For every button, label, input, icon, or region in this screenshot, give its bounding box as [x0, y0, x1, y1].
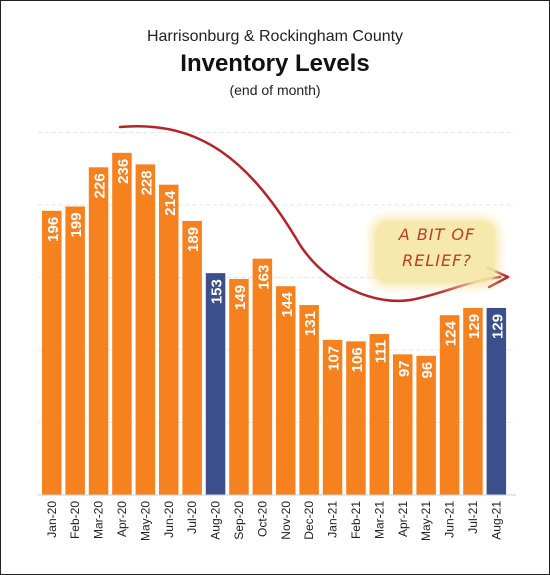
bars-group [42, 152, 507, 496]
bar-mar-21 [369, 334, 390, 495]
value-label-apr-21: 97 [396, 360, 413, 377]
x-tick-label-jun-21: Jun-21 [443, 501, 457, 538]
value-label-feb-21: 106 [349, 347, 366, 372]
value-label-mar-21: 111 [372, 340, 389, 363]
x-tick-label-jan-20: Jan-20 [45, 501, 59, 538]
x-tick-label-aug-20: Aug-20 [209, 501, 223, 540]
annotation-note: A BIT OF RELIEF? [378, 222, 496, 274]
bar-jun-20 [159, 184, 179, 495]
value-label-jul-21: 129 [466, 314, 483, 339]
x-tick-label-may-21: May-21 [419, 501, 433, 541]
bar-may-21 [416, 355, 436, 495]
annotation-note-background [375, 221, 495, 283]
value-label-jan-21: 107 [326, 346, 343, 371]
chart-title: Harrisonburg & Rockingham County [146, 28, 404, 45]
value-label-sep-20: 149 [232, 285, 249, 310]
x-tick-label-feb-20: Feb-20 [68, 501, 82, 539]
chart-subtitle: Inventory Levels [180, 50, 370, 77]
x-tick-labels-group: Jan-20 Feb-20 Mar-20 Apr-20 May-20 Jun-20 Jul-… [45, 501, 504, 541]
bar-sep-20 [229, 278, 249, 495]
bar-nov-20 [276, 286, 296, 495]
value-label-jan-20: 196 [45, 217, 62, 242]
x-tick-label-nov-20: Nov-20 [279, 501, 293, 540]
value-label-mar-20: 226 [92, 173, 109, 198]
annotation-line-1: A BIT OF [398, 225, 476, 244]
value-label-jul-20: 189 [185, 227, 202, 252]
x-tick-label-jun-20: Jun-20 [162, 501, 176, 538]
x-tick-label-mar-20: Mar-20 [92, 501, 106, 539]
value-label-apr-20: 236 [115, 159, 132, 184]
bar-jul-20 [182, 220, 202, 495]
bar-feb-20 [65, 206, 85, 495]
chart-subtitle-note: (end of month) [229, 82, 321, 98]
value-label-aug-21: 129 [489, 314, 506, 339]
bar-aug-21 [486, 307, 507, 495]
value-label-aug-20: 153 [209, 279, 226, 304]
value-label-may-20: 228 [138, 170, 155, 195]
bar-jan-21 [322, 339, 343, 495]
bar-jul-21 [463, 307, 483, 495]
x-tick-label-apr-21: Apr-21 [396, 501, 410, 537]
value-label-feb-20: 199 [68, 212, 85, 237]
bar-feb-21 [346, 341, 366, 495]
bar-oct-20 [252, 258, 273, 495]
annotation-line-2: RELIEF? [402, 251, 472, 270]
bar-apr-21 [393, 354, 413, 495]
bar-apr-20 [112, 152, 132, 496]
x-tick-label-dec-20: Dec-20 [302, 501, 316, 540]
x-tick-label-sep-20: Sep-20 [232, 501, 246, 540]
x-tick-label-jul-21: Jul-21 [466, 501, 480, 534]
x-tick-label-apr-20: Apr-20 [115, 501, 129, 537]
value-label-may-21: 96 [419, 362, 436, 379]
x-tick-label-may-20: May-20 [138, 501, 152, 541]
bar-jan-20 [42, 210, 62, 496]
x-tick-label-jan-21: Jan-21 [326, 501, 340, 538]
trend-arrow-line [118, 124, 502, 303]
bar-mar-20 [88, 167, 109, 496]
x-tick-label-jul-20: Jul-20 [185, 501, 199, 534]
value-label-nov-20: 144 [279, 292, 296, 318]
bar-aug-20 [205, 273, 226, 495]
value-labels-group: 196 199 226 236 228 214 189 153 149 163 144 131 107 1… [45, 159, 507, 379]
bar-may-20 [135, 164, 156, 495]
value-label-jun-21: 124 [443, 321, 460, 347]
x-tick-label-aug-21: Aug-21 [489, 501, 503, 540]
value-label-dec-20: 131 [302, 311, 319, 336]
bar-jun-21 [439, 315, 460, 495]
x-tick-label-feb-21: Feb-21 [349, 501, 363, 539]
x-tick-label-oct-20: Oct-20 [255, 501, 269, 537]
bar-dec-20 [299, 305, 319, 495]
value-label-jun-20: 214 [162, 190, 179, 216]
x-tick-label-mar-21: Mar-21 [372, 501, 386, 539]
value-label-oct-20: 163 [255, 265, 272, 290]
